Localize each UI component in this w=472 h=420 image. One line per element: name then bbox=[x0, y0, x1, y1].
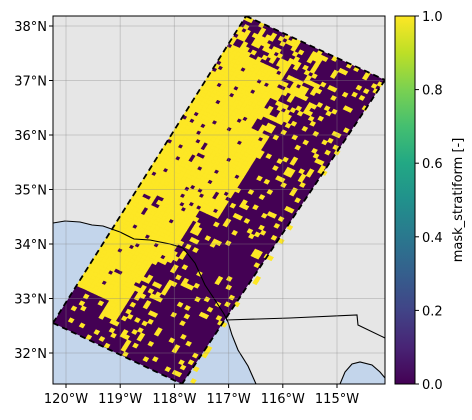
y-tick-label: 33°N bbox=[14, 293, 47, 308]
colorbar-label: mask_stratiform [-] bbox=[451, 138, 466, 263]
colorbar-tick-label: 0.6 bbox=[422, 157, 443, 172]
latitude-axis: 38°N 37°N 36°N 35°N 34°N 33°N 32°N bbox=[14, 20, 53, 362]
x-tick-label: 115°W bbox=[315, 392, 359, 407]
x-tick-label: 118°W bbox=[152, 392, 196, 407]
longitude-axis: 120°W 119°W 118°W 117°W 116°W 115°W bbox=[44, 384, 359, 407]
x-tick-label: 117°W bbox=[207, 392, 251, 407]
colorbar-tick-label: 0.4 bbox=[422, 231, 443, 246]
colorbar-tick-label: 1.0 bbox=[422, 10, 443, 25]
colorbar-ticks: 0.0 0.2 0.4 0.6 0.8 1.0 bbox=[415, 10, 443, 393]
y-tick-label: 34°N bbox=[14, 238, 47, 253]
x-tick-label: 119°W bbox=[98, 392, 142, 407]
y-tick-label: 38°N bbox=[14, 20, 47, 35]
y-tick-label: 36°N bbox=[14, 129, 47, 144]
colorbar-gradient bbox=[395, 16, 415, 384]
colorbar: 0.0 0.2 0.4 0.6 0.8 1.0 mask_stratiform [-] bbox=[395, 10, 466, 393]
colorbar-tick-label: 0.2 bbox=[422, 304, 443, 319]
y-tick-label: 32°N bbox=[14, 347, 47, 362]
y-tick-label: 35°N bbox=[14, 184, 47, 199]
x-tick-label: 116°W bbox=[261, 392, 305, 407]
map-area bbox=[53, 16, 385, 384]
x-tick-label: 120°W bbox=[44, 392, 88, 407]
colorbar-tick-label: 0.0 bbox=[422, 378, 443, 393]
colorbar-tick-label: 0.8 bbox=[422, 84, 443, 99]
y-tick-label: 37°N bbox=[14, 75, 47, 90]
